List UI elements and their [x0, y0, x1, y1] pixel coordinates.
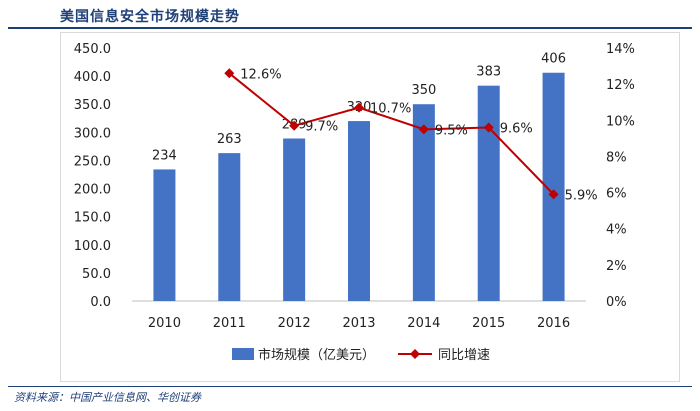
source-note: 资料来源：中国产业信息网、华创证券 [14, 391, 201, 404]
y-left-tick-label: 50.0 [82, 267, 111, 282]
y-right-tick-label: 14% [606, 42, 635, 57]
y-left-tick-label: 400.0 [74, 70, 111, 85]
x-tick-label: 2011 [213, 316, 246, 331]
bar-2010 [153, 169, 176, 301]
growth-marker-2015 [483, 122, 494, 133]
growth-line [228, 72, 555, 196]
y-left-tick-label: 150.0 [74, 211, 111, 226]
bar-2012 [283, 138, 306, 301]
x-tick-label: 2013 [342, 316, 375, 331]
growth-marker-2013 [354, 102, 364, 113]
y-left-tick-label: 100.0 [74, 239, 111, 254]
chart-frame [60, 32, 680, 382]
legend-line-label: 同比增速 [438, 348, 490, 363]
bar-2011 [218, 153, 241, 301]
y-right-tick-label: 12% [606, 78, 635, 93]
bar-value-label: 263 [217, 132, 242, 147]
bar-value-label: 406 [541, 52, 566, 67]
y-right-tick-label: 8% [606, 150, 627, 165]
y-left-tick-label: 200.0 [74, 183, 111, 198]
y-left-tick-label: 450.0 [74, 42, 111, 57]
growth-value-label: 10.7% [370, 102, 411, 117]
y-left-tick-label: 0.0 [90, 295, 111, 310]
y-right-tick-label: 10% [606, 114, 635, 129]
growth-marker-2011 [224, 68, 235, 79]
bar-value-label: 383 [476, 65, 501, 80]
chart-svg: 0.0 50.0 100.0 150.0 200.0 250.0 300.0 350.0 400… [74, 42, 635, 363]
source-divider [8, 386, 692, 387]
growth-marker-2014 [418, 124, 429, 135]
y-right-tick-label: 6% [606, 187, 627, 202]
growth-value-label: 12.6% [240, 67, 281, 82]
y-right-tick-label: 2% [606, 259, 627, 274]
y-right-tick-label: 0% [606, 295, 627, 310]
legend-bar-swatch [232, 348, 254, 360]
y-left-tick-label: 250.0 [74, 154, 111, 169]
bar-2016 [542, 72, 565, 301]
growth-marker-2012 [289, 120, 300, 131]
y-left-tick-label: 300.0 [74, 126, 111, 141]
bar-2015 [477, 85, 500, 302]
bar-2014 [412, 104, 435, 301]
x-tick-label: 2016 [537, 316, 570, 331]
y-left-tick-label: 350.0 [74, 98, 111, 113]
bar-value-label: 234 [152, 148, 177, 163]
x-tick-label: 2010 [148, 316, 181, 331]
growth-value-label: 9.7% [305, 120, 338, 135]
growth-value-label: 9.6% [500, 122, 533, 137]
legend-bar-label: 市场规模（亿美元） [258, 347, 375, 363]
x-tick-label: 2012 [278, 316, 311, 331]
y-right-tick-label: 4% [606, 223, 627, 238]
growth-value-label: 9.5% [435, 123, 468, 138]
growth-value-label: 5.9% [565, 188, 598, 203]
growth-marker-2016 [548, 189, 559, 200]
bar-value-label: 350 [411, 83, 436, 98]
x-tick-label: 2015 [472, 316, 505, 331]
legend-line-marker [410, 349, 420, 359]
bar-2013 [348, 121, 370, 301]
x-tick-label: 2014 [407, 316, 440, 331]
chart-title: 美国信息安全市场规模走势 [60, 9, 240, 25]
title-divider [8, 27, 692, 29]
